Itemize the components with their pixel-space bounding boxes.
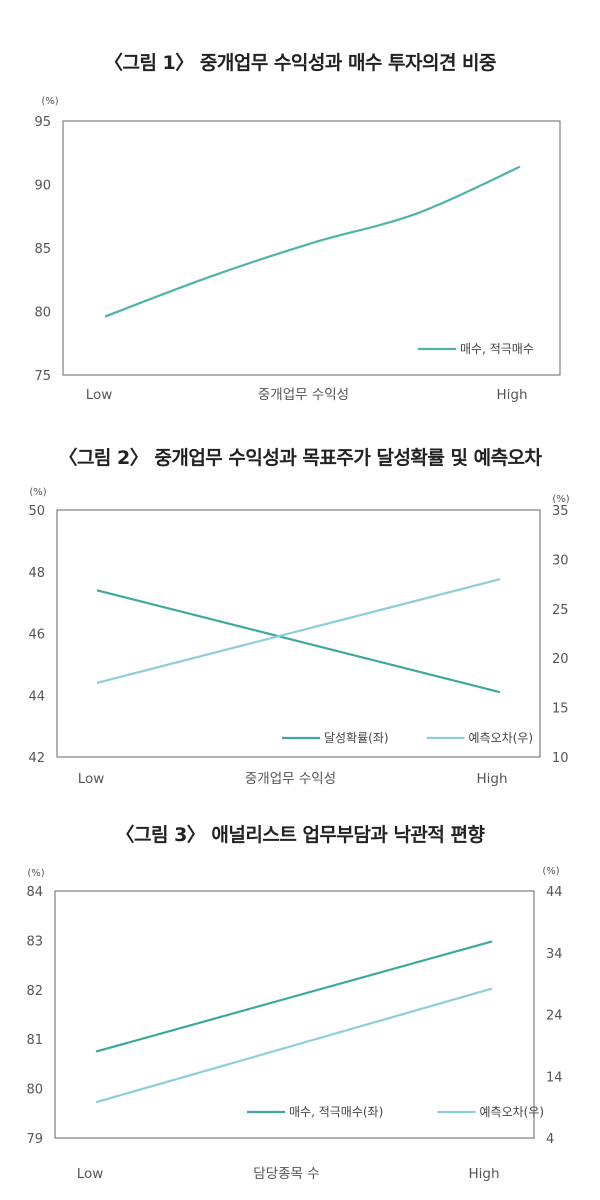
y-unit-right: (%) (552, 494, 569, 505)
y-tick-right: 44 (546, 885, 563, 900)
chart-1: (%) 95 90 85 80 75 Low 중개업무 수익성 High 매수, 적극매수 (34, 96, 561, 403)
series-line-2 (95, 987, 493, 1104)
y-tick-left: 79 (26, 1132, 43, 1147)
plot-frame (56, 509, 541, 758)
y-tick-right: 35 (552, 504, 569, 519)
y-tick-left: 48 (28, 566, 45, 581)
x-category-label: High (496, 387, 527, 403)
x-category-label: 담당종목 수 (253, 1166, 319, 1182)
chart-2: (%) (%) 50 48 46 44 42 35 30 25 20 15 10 Low 중개업무 수익성 H… (28, 487, 569, 787)
x-category-label: High (468, 1166, 499, 1182)
plot-frame (62, 120, 561, 376)
y-tick-left: 44 (28, 689, 45, 704)
y-unit-left: (%) (41, 96, 58, 107)
y-tick-left: 80 (34, 306, 51, 321)
legend-label: 매수, 적극매수 (460, 342, 534, 356)
legend-label: 예측오차(우) (469, 731, 534, 745)
y-tick-left: 80 (26, 1083, 43, 1098)
y-tick-left: 81 (26, 1033, 43, 1048)
y-tick-right: 15 (552, 702, 569, 717)
x-category-label: 중개업무 수익성 (258, 387, 349, 403)
y-tick-left: 50 (28, 504, 45, 519)
x-category-label: Low (77, 1166, 104, 1182)
y-tick-left: 82 (26, 984, 43, 999)
x-category-label: High (476, 771, 507, 787)
series-line-1 (104, 165, 521, 318)
y-tick-right: 20 (552, 652, 569, 667)
legend-label: 매수, 적극매수(좌) (289, 1105, 383, 1119)
series-line-2 (96, 578, 501, 684)
y-tick-left: 46 (28, 628, 45, 643)
y-tick-right: 24 (546, 1009, 563, 1024)
x-category-label: Low (86, 387, 113, 403)
y-tick-left: 42 (28, 751, 45, 766)
series-line-1 (95, 940, 493, 1053)
y-unit-right: (%) (542, 866, 559, 877)
y-tick-right: 25 (552, 603, 569, 618)
legend-label: 예측오차(우) (480, 1105, 545, 1119)
plot-frame (54, 890, 535, 1139)
chart-1-title: 〈그림 1〉 중개업무 수익성과 매수 투자의견 비중 (103, 52, 497, 74)
series-line-1 (96, 589, 501, 694)
chart-2-title: 〈그림 2〉 중개업무 수익성과 목표주가 달성확률 및 예측오차 (58, 447, 542, 469)
y-tick-left: 84 (26, 885, 43, 900)
y-tick-left: 75 (34, 369, 51, 384)
chart-3: (%) (%) 84 83 82 81 80 79 44 34 24 14 4 Low 담당종목 수 High… (26, 866, 563, 1182)
y-tick-left: 95 (34, 115, 51, 130)
x-category-label: 중개업무 수익성 (245, 771, 336, 787)
y-tick-left: 90 (34, 179, 51, 194)
y-tick-right: 30 (552, 553, 569, 568)
x-category-label: Low (78, 771, 105, 787)
y-tick-right: 4 (546, 1132, 554, 1147)
chart-3-title: 〈그림 3〉 애널리스트 업무부담과 낙관적 편향 (115, 824, 485, 846)
y-tick-right: 34 (546, 947, 563, 962)
y-tick-right: 14 (546, 1070, 563, 1085)
y-unit-left: (%) (27, 868, 44, 879)
y-unit-left: (%) (29, 487, 46, 498)
legend-label: 달성확률(좌) (324, 731, 389, 745)
y-tick-right: 10 (552, 751, 569, 766)
y-tick-left: 83 (26, 934, 43, 949)
y-tick-left: 85 (34, 242, 51, 257)
